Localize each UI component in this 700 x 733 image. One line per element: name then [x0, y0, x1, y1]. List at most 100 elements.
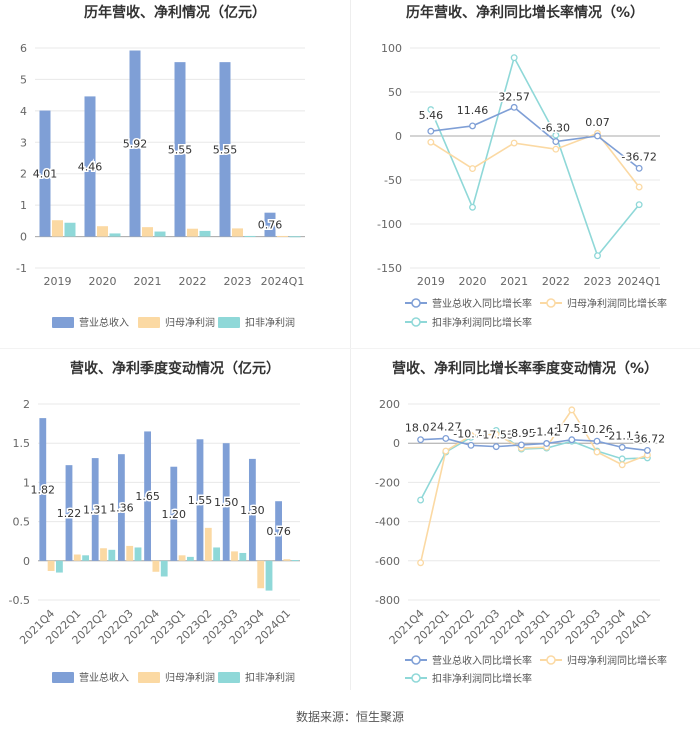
- annual-growth-legend-label: 归母净利润同比增长率: [567, 297, 667, 310]
- quarterly-data-label: 1.55: [188, 494, 213, 507]
- quarterly-bar-revenue: [222, 443, 230, 561]
- quarterly-bar-deducted: [56, 560, 63, 573]
- annual-growth-x-tick-label: 2021: [500, 275, 528, 288]
- annual-growth-point-revenue: [427, 127, 435, 135]
- quarterly-bar-deducted: [291, 560, 299, 562]
- quarterly-bar-netprofit: [204, 527, 212, 561]
- quarterly-bar-deducted: [213, 547, 221, 561]
- quarterly-growth-point-revenue: [517, 441, 525, 449]
- quarterly-bar-netprofit: [283, 559, 291, 561]
- annual-growth-x-tick-label: 2019: [417, 275, 445, 288]
- quarterly-growth-data-label: -21.14: [604, 429, 639, 442]
- annual-growth-point-revenue: [552, 138, 560, 145]
- annual-x-tick-label: 2020: [89, 275, 117, 288]
- quarterly-bar-revenue: [275, 501, 282, 561]
- quarterly-growth-point-revenue: [643, 446, 651, 454]
- quarterly-growth-line-netprofit: [419, 408, 648, 563]
- quarterly-growth-point-netprofit: [467, 431, 475, 439]
- quarterly-growth-point-deducted: [618, 455, 626, 463]
- annual-bar-panel: 历年营收、净利情况（亿元） -1 0 1 2 3 4 5 6 2019 2020 2021 2022 2…: [0, 0, 350, 345]
- annual-data-label: 4.01: [33, 168, 58, 181]
- annual-y-tick-label: 1: [20, 199, 27, 212]
- quarter-bar-chart: -0.500.511.522021Q42022Q12022Q22022Q3202…: [9, 398, 300, 684]
- annual-x-tick-label: 2021: [134, 275, 162, 288]
- annual-y-tick-label: 2: [20, 168, 27, 181]
- quarter-line-title: 营收、净利同比增长率季度变动情况（%）: [391, 361, 659, 377]
- quarterly-growth-point-revenue: [492, 443, 500, 451]
- annual-bar-netprofit: [187, 228, 198, 237]
- vertical-divider: [350, 0, 351, 690]
- quarterly-data-label: 1.30: [240, 504, 265, 517]
- quarterly-growth-y-tick-label: -200: [375, 476, 400, 489]
- annual-y-tick-label: 0: [20, 231, 27, 244]
- annual-line-panel: 历年营收、净利同比增长率情况（%） -150 -100 -50 0 50 100 2019 2…: [350, 0, 700, 345]
- quarterly-bar-revenue: [117, 454, 125, 561]
- quarter-bar-panel: 营收、净利季度变动情况（亿元） -0.5 0 0.5 1 1.5 2 2021Q4 2022Q…: [0, 350, 350, 695]
- annual-growth-point-netprofit: [427, 138, 435, 146]
- quarterly-growth-legend-marker: [411, 655, 421, 665]
- quarterly-y-tick-label: -0.5: [9, 594, 30, 607]
- quarterly-growth-y-tick-label: -800: [375, 594, 400, 607]
- quarterly-bar-deducted: [239, 552, 247, 561]
- annual-legend-label: 扣非净利润: [245, 316, 295, 329]
- annual-bar-revenue: [84, 96, 96, 237]
- quarterly-legend-swatch: [218, 672, 240, 683]
- quarterly-growth-point-revenue: [593, 437, 601, 445]
- quarterly-growth-point-netprofit: [442, 447, 450, 455]
- annual-growth-x-tick-label: 2024Q1: [617, 275, 661, 288]
- quarterly-growth-line-revenue: [420, 437, 648, 452]
- annual-bar-revenue: [174, 62, 186, 237]
- quarterly-y-tick-label: 1: [23, 476, 30, 489]
- quarterly-growth-data-label: -17.53: [478, 429, 513, 442]
- annual-growth-y-tick-label: -100: [377, 218, 402, 231]
- quarterly-bar-deducted: [265, 560, 273, 591]
- quarterly-data-label: 0.76: [266, 525, 291, 538]
- quarterly-bar-netprofit: [178, 555, 186, 561]
- annual-bar-revenue: [129, 50, 141, 237]
- quarterly-bar-deducted: [160, 560, 168, 577]
- quarterly-growth-point-revenue: [618, 443, 626, 451]
- quarterly-growth-legend-marker: [411, 673, 421, 683]
- quarterly-bar-revenue: [196, 439, 204, 561]
- annual-bar-deducted: [64, 222, 76, 237]
- quarterly-bar-deducted: [134, 547, 142, 561]
- annual-bar-deducted: [289, 236, 301, 238]
- quarterly-legend-label: 营业总收入: [79, 671, 129, 684]
- annual-growth-legend-label: 扣非净利润同比增长率: [432, 316, 532, 329]
- quarterly-bar-netprofit: [231, 551, 238, 561]
- quarterly-data-label: 1.50: [214, 496, 239, 509]
- annual-growth-y-tick-label: 50: [388, 86, 402, 99]
- quarterly-growth-data-label: -8.95: [507, 427, 535, 440]
- quarterly-growth-data-label: -1.42: [532, 425, 560, 438]
- annual-bar-chart: -1 0 1 2 3 4 5 6 2019 2020 2021 2022 2023 2024Q1 4.01 4…: [16, 42, 305, 329]
- quarter-line-panel: 营收、净利同比增长率季度变动情况（%） -800 -600 -400 -200 0 200…: [350, 350, 700, 695]
- annual-growth-point-netprofit: [510, 139, 518, 147]
- quarterly-growth-y-tick-label: 0: [393, 437, 400, 450]
- quarterly-legend-label: 归母净利润: [165, 671, 215, 684]
- annual-growth-legend-marker: [411, 317, 421, 327]
- annual-line-chart: -150 -100 -50 0 50 100 2019 2020 2021 2022 2023 202…: [377, 42, 667, 329]
- quarterly-data-label: 1.36: [109, 501, 134, 514]
- annual-growth-legend-marker: [546, 298, 556, 308]
- annual-growth-data-label: 0.07: [585, 116, 610, 129]
- quarterly-growth-point-deducted: [417, 496, 425, 504]
- quarterly-growth-line-deducted: [419, 429, 648, 501]
- annual-bar-revenue: [264, 212, 276, 237]
- quarterly-growth-point-revenue: [417, 436, 425, 444]
- quarterly-data-label: 1.22: [57, 507, 82, 520]
- quarterly-bar-revenue: [170, 466, 178, 561]
- annual-growth-point-revenue: [635, 164, 643, 172]
- quarterly-bar-netprofit: [152, 560, 160, 572]
- horizontal-divider: [0, 348, 700, 349]
- annual-data-label: 5.55: [213, 143, 238, 156]
- annual-growth-point-deducted: [510, 54, 518, 62]
- annual-bar-revenue: [39, 110, 51, 237]
- quarterly-growth-y-tick-label: 200: [379, 398, 400, 411]
- annual-growth-data-label: 5.46: [419, 109, 444, 122]
- annual-bar-deducted: [109, 233, 121, 237]
- quarterly-growth-data-label: 18.01: [405, 422, 437, 435]
- quarterly-legend-swatch: [52, 672, 74, 683]
- annual-growth-y-tick-label: -150: [377, 262, 402, 275]
- quarterly-growth-point-netprofit: [417, 559, 425, 567]
- data-source-footer: 数据来源：恒生聚源: [295, 710, 404, 724]
